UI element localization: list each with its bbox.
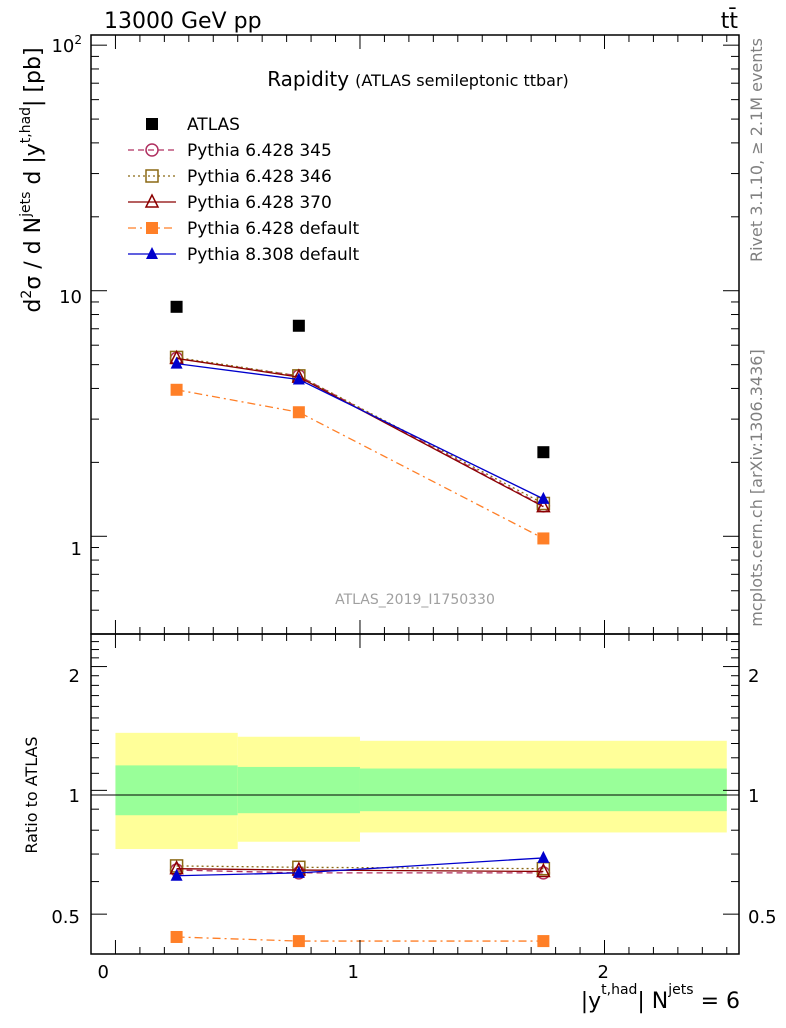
main-point-atlas: [170, 300, 183, 313]
legend-label-pythia-6-428-346: Pythia 6.428 346: [187, 167, 332, 187]
legend-label-atlas: ATLAS: [187, 115, 240, 135]
x-tick-label-2: 2: [597, 962, 608, 983]
main-point-atlas: [537, 446, 550, 459]
main-point-pythia-6-428-370: [536, 497, 551, 513]
main-y-ticks: [91, 44, 739, 611]
main-point-pythia-6-428-default: [170, 383, 183, 396]
legend-marker-atlas: [146, 118, 158, 130]
header-energy-label: 13000 GeV pp: [104, 9, 262, 34]
main-point-pythia-6-428-default: [537, 532, 550, 545]
legend-marker-pythia-6-428-370: [144, 193, 160, 208]
ratio-x-ticks: [114, 634, 728, 954]
ratio-point-pythia-8-308-default: [292, 865, 305, 878]
main-line-pythia-6-428-370: [176, 357, 544, 508]
x-tick-label-1: 1: [347, 962, 358, 983]
ratio-green-band: [359, 768, 727, 812]
main-line-pythia-6-428-346: [176, 356, 544, 505]
main-point-pythia-6-428-default: [292, 406, 305, 419]
ratio-y-tick-label-1-left: 1: [69, 786, 80, 807]
ratio-point-pythia-8-308-default: [537, 850, 550, 863]
x-axis-label: |yt,had| Njets = 6: [581, 982, 740, 1014]
main-y-tick-label-1: 1: [71, 539, 82, 560]
ratio-point-pythia-6-428-default: [537, 935, 550, 948]
mcplots-label: mcplots.cern.ch [arXiv:1306.3436]: [747, 349, 766, 626]
ratio-series-group: [169, 850, 551, 948]
legend-marker-pythia-8-308-default: [146, 247, 158, 259]
main-x-ticks: [114, 35, 728, 634]
rivet-version-label: Rivet 3.1.10, ≥ 2.1M events: [747, 38, 766, 262]
ratio-panel: 2 1 0.5 2 1 0.5 0 1 2: [51, 633, 777, 983]
main-line-pythia-8-308-default: [176, 362, 544, 500]
ratio-y-tick-label-1-right: 1: [748, 786, 759, 807]
ratio-y-tick-label-05-right: 0.5: [748, 907, 777, 928]
legend-label-pythia-8-308-default: Pythia 8.308 default: [187, 245, 360, 265]
main-series-group: [169, 300, 551, 545]
ratio-uncertainty-bands: [115, 732, 727, 850]
ratio-y-tick-label-2-right: 2: [748, 666, 759, 687]
chart-title: Rapidity (ATLAS semileptonic ttbar): [267, 67, 569, 91]
main-point-pythia-8-308-default: [170, 356, 183, 369]
main-point-pythia-8-308-default: [292, 372, 305, 385]
ratio-y-tick-label-2-left: 2: [69, 666, 80, 687]
main-point-pythia-8-308-default: [537, 491, 550, 504]
ratio-panel-frame: [90, 633, 740, 955]
legend-marker-pythia-6-428-346: [145, 169, 159, 183]
x-tick-label-0: 0: [97, 962, 108, 983]
ratio-point-pythia-6-428-370: [536, 862, 551, 878]
main-line-pythia-6-428-345: [176, 357, 544, 507]
ratio-line-pythia-6-428-346: [176, 865, 544, 870]
ratio-point-pythia-6-428-default: [292, 935, 305, 948]
main-point-atlas: [292, 319, 305, 332]
legend-marker-pythia-6-428-default: [146, 222, 158, 234]
legend-label-pythia-6-428-370: Pythia 6.428 370: [187, 193, 332, 213]
main-y-tick-label-100: 102: [51, 33, 82, 57]
ratio-point-pythia-8-308-default: [170, 868, 183, 881]
header-process-label: tt̄: [721, 8, 739, 34]
ratio-y-axis-label: Ratio to ATLAS: [22, 736, 41, 853]
main-panel: 1 10 102 Rapidity (ATLAS semileptonic ttb…: [51, 33, 740, 635]
legend-label-pythia-6-428-default: Pythia 6.428 default: [187, 219, 360, 239]
ratio-line-pythia-6-428-default: [176, 936, 544, 942]
main-y-tick-label-10: 10: [59, 287, 82, 308]
analysis-watermark: ATLAS_2019_I1750330: [335, 592, 495, 608]
ratio-y-ticks: [91, 641, 739, 915]
legend-label-pythia-6-428-345: Pythia 6.428 345: [187, 141, 332, 161]
main-y-axis-label: d2σ / d Njets d |yt,had| [pb]: [18, 47, 46, 312]
ratio-green-band: [237, 766, 360, 814]
ratio-point-pythia-6-428-default: [170, 930, 183, 943]
legend: ATLAS Pythia 6.428 345 Pythia 6.428 346 Pyt…: [128, 115, 360, 265]
ratio-green-band: [115, 765, 238, 816]
legend-marker-pythia-6-428-345: [145, 143, 159, 157]
ratio-y-tick-label-05-left: 0.5: [51, 907, 80, 928]
main-line-pythia-6-428-default: [176, 389, 544, 540]
